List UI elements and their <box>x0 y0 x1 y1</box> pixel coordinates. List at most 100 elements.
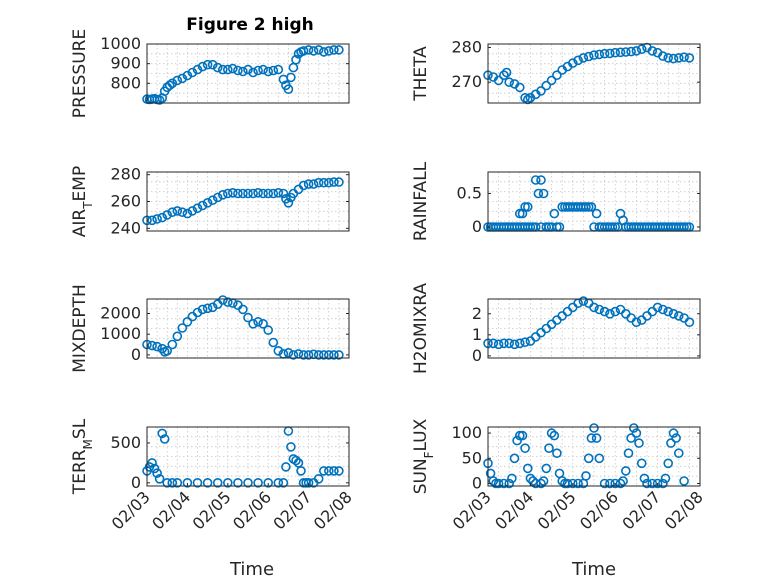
data-point <box>207 302 218 313</box>
data-point <box>552 70 562 80</box>
data-point <box>159 434 170 444</box>
data-point <box>167 78 178 89</box>
data-point <box>288 62 299 73</box>
data-point <box>258 64 268 75</box>
data-point <box>514 82 525 93</box>
data-point <box>522 202 533 212</box>
data-point <box>298 180 309 191</box>
data-point <box>303 350 314 360</box>
data-point <box>323 177 334 188</box>
data-point <box>520 202 530 212</box>
panel-2: 240 260 280 AIRTEMP <box>70 165 350 237</box>
data-point <box>673 53 684 63</box>
data-point <box>541 463 552 474</box>
data-point <box>652 478 663 489</box>
y-tick-label: 280 <box>451 37 482 56</box>
data-point <box>243 312 253 323</box>
data-point <box>313 473 324 484</box>
data-point <box>243 64 253 75</box>
data-point <box>323 466 334 476</box>
data-point <box>233 477 243 488</box>
data-point <box>581 202 591 212</box>
data-point <box>578 296 589 306</box>
data-point <box>268 188 279 199</box>
y-tick-label: 800 <box>110 73 141 92</box>
data-point <box>615 47 626 58</box>
data-point <box>147 458 157 468</box>
data-point <box>520 443 530 454</box>
axes-frame <box>487 298 701 359</box>
y-tick-label: 240 <box>110 218 141 237</box>
data-point <box>182 477 193 488</box>
data-point <box>589 302 599 313</box>
data-point <box>668 53 679 64</box>
data-point <box>298 350 309 360</box>
data-point <box>652 302 663 313</box>
data-point <box>253 477 263 488</box>
x-tick-label: 02/05 <box>534 487 580 533</box>
series-points <box>142 426 344 488</box>
data-point <box>620 47 631 57</box>
data-point <box>626 46 636 57</box>
data-point <box>594 49 605 60</box>
data-point <box>286 72 296 83</box>
y-tick-label: 2000 <box>100 303 141 322</box>
data-point <box>599 306 610 317</box>
data-point <box>509 453 520 464</box>
data-point <box>218 295 228 305</box>
data-point <box>207 195 218 205</box>
y-axis-label: TERRMSL <box>70 418 95 495</box>
data-point <box>541 80 552 91</box>
data-point <box>286 442 296 452</box>
data-point <box>668 308 679 319</box>
data-point <box>149 463 160 474</box>
data-point <box>147 340 157 351</box>
data-point <box>334 350 344 360</box>
data-point <box>586 433 597 443</box>
data-point <box>549 430 560 441</box>
data-point <box>605 48 615 59</box>
axes-frame <box>487 171 701 232</box>
panel-1: 270 280 THETA <box>411 37 701 105</box>
data-point <box>323 350 334 360</box>
data-point <box>605 478 615 489</box>
data-point <box>212 62 223 73</box>
data-point <box>157 428 167 439</box>
data-point <box>202 59 213 70</box>
data-point <box>228 298 238 308</box>
data-point <box>631 46 642 56</box>
data-point <box>263 188 274 199</box>
data-point <box>283 198 294 208</box>
data-point <box>562 478 573 489</box>
x-tick-label: 02/08 <box>661 487 707 533</box>
data-point <box>673 311 684 321</box>
y-tick-label: 1000 <box>100 324 141 343</box>
y-tick-label: 50 <box>462 448 482 467</box>
data-point <box>660 473 671 484</box>
data-point <box>182 208 193 219</box>
data-point <box>530 175 541 185</box>
data-point <box>253 188 263 198</box>
data-point <box>223 477 233 488</box>
x-axis-label-left: Time <box>229 559 274 580</box>
data-point <box>639 473 650 484</box>
data-point <box>313 177 324 188</box>
data-point <box>552 448 562 459</box>
data-point <box>615 478 626 489</box>
data-point <box>273 64 284 75</box>
data-point <box>162 345 172 356</box>
data-point <box>488 476 499 486</box>
series-points <box>483 175 695 232</box>
data-point <box>218 190 228 200</box>
data-point <box>552 315 562 325</box>
data-point <box>594 453 605 464</box>
data-point <box>318 350 329 360</box>
data-point <box>152 468 162 479</box>
y-tick-label: 0 <box>472 346 482 365</box>
data-point <box>167 477 178 488</box>
x-tick-label: 02/03 <box>108 487 154 533</box>
panel-6: 0 500 TERRMSL 02/0302/0402/0502/0602/0702/0… <box>70 418 356 533</box>
data-point <box>278 477 289 488</box>
y-tick-label: 270 <box>451 72 482 91</box>
